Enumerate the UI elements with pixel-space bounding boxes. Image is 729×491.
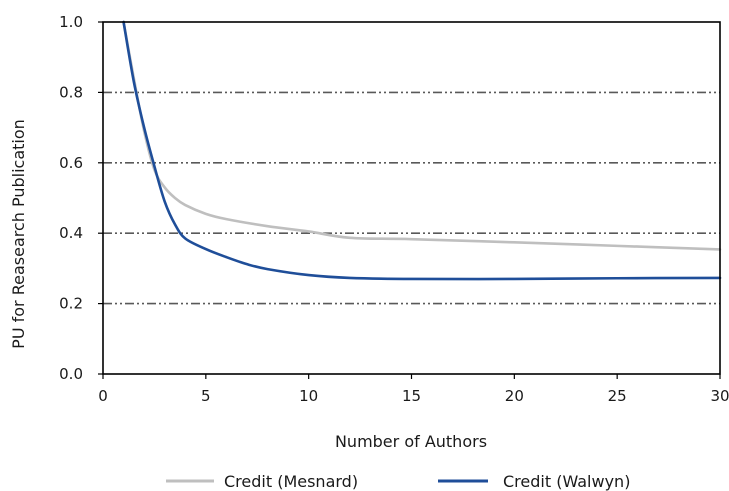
x-tick-label: 20 <box>505 387 524 405</box>
series-line-credit-mesnard <box>122 20 722 251</box>
x-tick-label: 30 <box>710 387 729 405</box>
series-lines <box>122 20 722 281</box>
axis-ticks: 0 5 10 15 20 25 30 0.0 0.2 0.4 0.6 0.8 1.0 <box>59 13 729 405</box>
y-tick-label: 0.4 <box>59 224 83 242</box>
series-line-credit-walwyn <box>122 20 722 281</box>
y-axis-title: PU for Reasearch Publication <box>9 119 28 349</box>
x-tick-label: 25 <box>608 387 627 405</box>
plot-area-frame <box>102 21 721 375</box>
legend-label-credit-mesnard: Credit (Mesnard) <box>224 472 358 491</box>
x-tick-label: 10 <box>299 387 318 405</box>
legend-label-credit-walwyn: Credit (Walwyn) <box>503 472 630 491</box>
y-tick-label: 1.0 <box>59 13 83 31</box>
x-axis-title: Number of Authors <box>335 432 487 451</box>
y-tick-label: 0.0 <box>59 365 83 383</box>
y-tick-label: 0.2 <box>59 295 83 313</box>
y-tick-label: 0.8 <box>59 83 83 101</box>
y-tick-label: 0.6 <box>59 154 83 172</box>
gridlines <box>103 91 720 305</box>
x-tick-label: 5 <box>201 387 211 405</box>
x-tick-label: 0 <box>98 387 108 405</box>
x-tick-label: 15 <box>402 387 421 405</box>
legend: Credit (Mesnard) Credit (Walwyn) <box>166 472 630 491</box>
